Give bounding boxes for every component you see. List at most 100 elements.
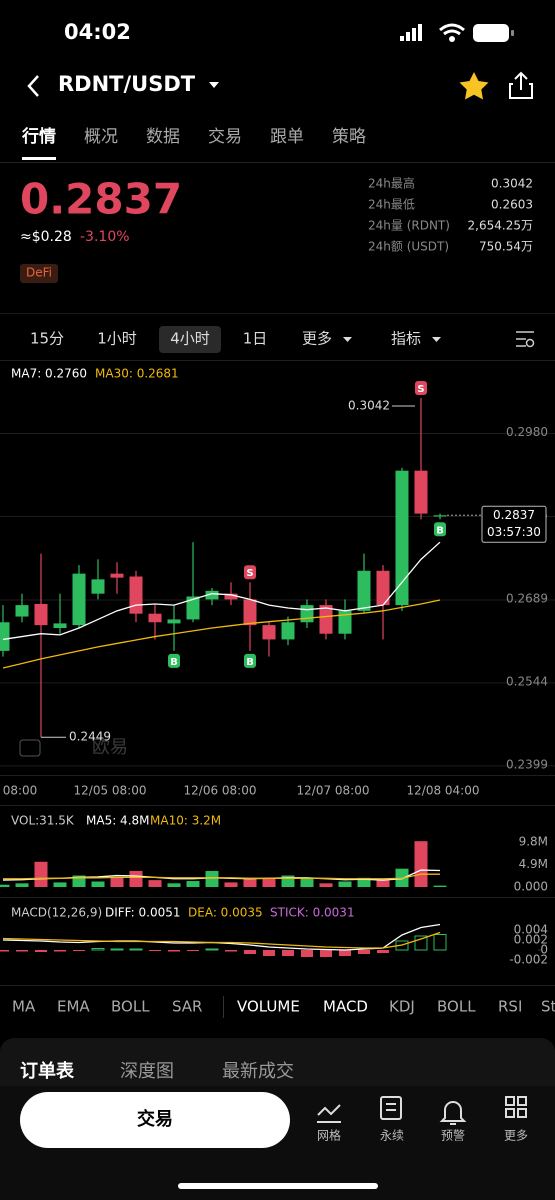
action-label[interactable]: 永续 bbox=[380, 1129, 404, 1143]
settings-icon[interactable] bbox=[516, 331, 534, 347]
macd-bar bbox=[282, 950, 294, 956]
section-tab[interactable]: 深度图 bbox=[120, 1061, 174, 1082]
interval-option[interactable]: 1小时 bbox=[97, 330, 137, 348]
macd-bar bbox=[358, 950, 370, 954]
volume-tick-label: 4.9M bbox=[519, 857, 548, 871]
action-label[interactable]: 更多 bbox=[504, 1129, 528, 1143]
interval-option[interactable]: 4小时 bbox=[170, 330, 210, 348]
tab[interactable]: 行情 bbox=[21, 126, 56, 147]
action-label[interactable]: 预警 bbox=[441, 1128, 465, 1143]
indicator-tab[interactable]: BOLL bbox=[437, 998, 476, 1016]
candle-body bbox=[110, 573, 124, 578]
pair-dropdown[interactable] bbox=[209, 82, 219, 88]
indicator-tab[interactable]: RSI bbox=[498, 998, 522, 1016]
action-label[interactable]: 网格 bbox=[317, 1128, 341, 1143]
trade-marker bbox=[244, 653, 256, 668]
section-tab[interactable]: 最新成交 bbox=[222, 1061, 294, 1082]
indicator-tab[interactable]: SAR bbox=[172, 998, 202, 1016]
volume-bar bbox=[281, 875, 295, 887]
indicator-tab[interactable]: EMA bbox=[57, 998, 90, 1016]
interval-option[interactable]: 15分 bbox=[30, 330, 64, 348]
candle-body bbox=[281, 622, 295, 640]
volume-bar bbox=[433, 885, 447, 887]
indicator-tab[interactable]: MA bbox=[12, 998, 36, 1016]
indicator-tab[interactable]: BOLL bbox=[111, 998, 150, 1016]
trade-marker-label: S bbox=[246, 568, 253, 579]
interval-option[interactable]: 1日 bbox=[243, 330, 268, 348]
interval-option[interactable]: 更多 bbox=[302, 330, 332, 348]
volume-bar bbox=[357, 877, 371, 887]
home-indicator bbox=[178, 1183, 378, 1189]
interval-option[interactable]: 指标 bbox=[391, 330, 421, 348]
macd-tick-label: 0.004 bbox=[514, 923, 548, 937]
active-interval-bg bbox=[159, 326, 221, 353]
share-button[interactable] bbox=[509, 71, 533, 99]
candle-body bbox=[338, 610, 352, 634]
status-time: 04:02 bbox=[64, 20, 131, 44]
macd-bar bbox=[110, 948, 124, 951]
stat-label: 24h最高 bbox=[368, 176, 415, 191]
volume-bar bbox=[224, 882, 238, 887]
last-price: 0.2837 bbox=[20, 175, 182, 224]
indicator-tab[interactable]: St bbox=[541, 998, 555, 1016]
tab[interactable]: 概况 bbox=[84, 127, 118, 147]
indicator-tab[interactable]: VOLUME bbox=[237, 998, 300, 1016]
candle-body bbox=[300, 605, 314, 623]
macd-bar bbox=[149, 950, 161, 951]
macd-legend: MACD(12,26,9) bbox=[11, 906, 102, 920]
more-icon[interactable] bbox=[505, 1096, 527, 1118]
volume-bar bbox=[110, 877, 124, 887]
volume-bar bbox=[167, 883, 181, 887]
candle-body bbox=[224, 593, 238, 600]
volume-bar bbox=[376, 880, 390, 887]
macd-bar bbox=[205, 948, 219, 951]
back-button[interactable] bbox=[27, 75, 39, 97]
volume-bar bbox=[129, 870, 143, 887]
macd-bar bbox=[0, 950, 9, 952]
macd-bar bbox=[35, 950, 47, 952]
macd-tick-label: 0 bbox=[540, 943, 548, 957]
wifi-dot bbox=[449, 36, 455, 42]
dea-line bbox=[2, 931, 441, 949]
divider bbox=[0, 985, 555, 986]
candle-body bbox=[0, 622, 10, 651]
volume-bar bbox=[0, 884, 10, 887]
high-label: 0.3042 bbox=[348, 399, 390, 413]
trade-button-label: 交易 bbox=[137, 1108, 173, 1130]
trade-marker bbox=[415, 381, 427, 396]
x-tick-label: 12/06 08:00 bbox=[184, 784, 257, 798]
tab[interactable]: 交易 bbox=[208, 127, 242, 147]
wifi-icon bbox=[439, 23, 465, 36]
perp-icon[interactable] bbox=[380, 1096, 402, 1120]
candle-body bbox=[433, 515, 447, 517]
candle-body bbox=[243, 599, 257, 626]
indicator-tab[interactable]: MACD bbox=[323, 998, 368, 1016]
grid-icon[interactable] bbox=[317, 1104, 341, 1123]
macd-bar bbox=[73, 950, 85, 951]
volume-bar bbox=[72, 875, 86, 887]
tab[interactable]: 跟单 bbox=[270, 127, 304, 147]
volume-bar bbox=[338, 881, 352, 887]
candle-body bbox=[186, 596, 200, 620]
trade-marker-label: B bbox=[436, 525, 444, 536]
tab[interactable]: 策略 bbox=[332, 127, 366, 147]
stat-label: 24h最低 bbox=[368, 198, 415, 212]
alert-icon[interactable] bbox=[439, 1101, 467, 1125]
x-tick-label: 12/05 08:00 bbox=[74, 784, 147, 798]
trade-button[interactable] bbox=[20, 1092, 290, 1148]
stat-value: 750.54万 bbox=[479, 240, 533, 254]
pair-title: RDNT/USDT bbox=[58, 72, 196, 96]
ma-legend: MA30: 0.2681 bbox=[95, 367, 179, 381]
favorite-star[interactable] bbox=[459, 72, 489, 100]
indicator-tab[interactable]: KDJ bbox=[389, 998, 415, 1016]
section-tab[interactable]: 订单表 bbox=[20, 1060, 75, 1082]
candle-body bbox=[53, 623, 67, 628]
y-tick-label: 0.2544 bbox=[506, 674, 548, 688]
volume-bar bbox=[148, 880, 162, 887]
macd-bar bbox=[339, 950, 351, 956]
volume-bar bbox=[319, 883, 333, 887]
ma-legend: MA7: 0.2760 bbox=[11, 367, 87, 381]
tab[interactable]: 数据 bbox=[146, 127, 180, 147]
candle-body bbox=[91, 579, 105, 594]
